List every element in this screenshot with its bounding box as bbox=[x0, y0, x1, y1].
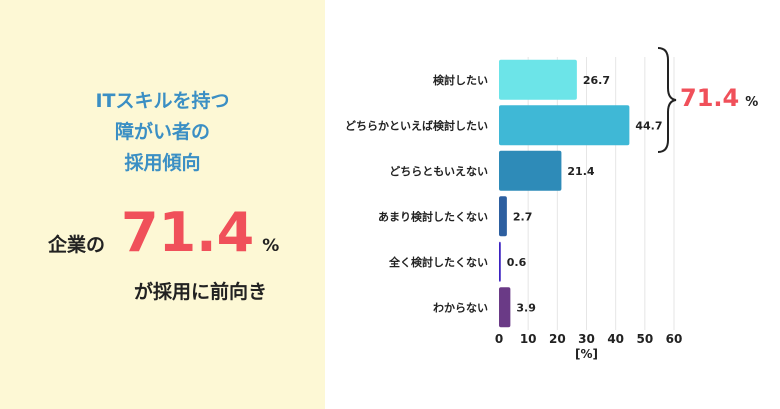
headline-line: ITスキルを持つ bbox=[95, 90, 230, 112]
category-label: どちらかといえば検討したい bbox=[345, 118, 488, 132]
category-label: 全く検討したくない bbox=[388, 255, 488, 269]
prefix-text: 企業の bbox=[48, 234, 106, 256]
brace-bracket bbox=[657, 47, 677, 153]
category-label: わからない bbox=[433, 301, 488, 314]
headline: ITスキルを持つ 障がい者の 採用傾向 bbox=[0, 86, 325, 179]
headline-line: 障がい者の bbox=[114, 121, 210, 143]
annotation: 71.4 % bbox=[680, 84, 758, 112]
annotation-unit: % bbox=[745, 95, 759, 110]
x-tick-label: 60 bbox=[666, 332, 683, 346]
category-label: 検討したい bbox=[433, 73, 488, 87]
bar bbox=[499, 150, 562, 191]
value-label: 21.4 bbox=[567, 165, 594, 178]
annotation-value: 71.4 bbox=[680, 84, 740, 112]
highlight-row: 企業の 71.4 % bbox=[48, 200, 279, 266]
percent-sign: % bbox=[262, 236, 280, 256]
suffix-text: が採用に前向き bbox=[134, 281, 268, 303]
bar bbox=[499, 196, 507, 237]
headline-line: 採用傾向 bbox=[124, 152, 201, 174]
value-label: 0.6 bbox=[507, 256, 527, 269]
bar bbox=[499, 59, 577, 100]
x-tick-label: 50 bbox=[636, 332, 653, 346]
x-tick-label: 30 bbox=[578, 332, 595, 346]
value-label: 26.7 bbox=[583, 74, 610, 87]
x-tick-label: 0 bbox=[495, 332, 503, 346]
x-tick-label: 10 bbox=[520, 332, 537, 346]
left-panel: ITスキルを持つ 障がい者の 採用傾向 企業の 71.4 % が採用に前向き bbox=[0, 0, 325, 409]
bar bbox=[499, 287, 511, 328]
category-label: あまり検討したくない bbox=[378, 209, 488, 223]
bar bbox=[499, 105, 630, 146]
value-label: 2.7 bbox=[513, 210, 533, 223]
bar bbox=[499, 241, 501, 282]
value-label: 3.9 bbox=[516, 301, 536, 314]
x-axis-label: [%] bbox=[575, 347, 598, 361]
x-tick-label: 40 bbox=[607, 332, 624, 346]
x-tick-label: 20 bbox=[549, 332, 566, 346]
value-label: 44.7 bbox=[635, 119, 662, 132]
highlight-value: 71.4 bbox=[121, 201, 255, 264]
category-label: どちらともいえない bbox=[389, 165, 488, 178]
